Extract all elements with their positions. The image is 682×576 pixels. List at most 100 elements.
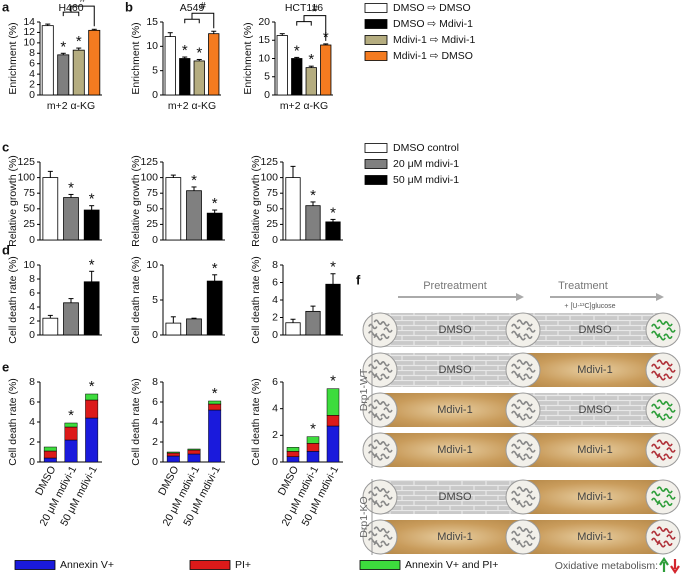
treatment-band (523, 353, 663, 387)
cell (505, 312, 541, 348)
y-axis-label: Cell death rate (%) (7, 256, 19, 344)
panel-label: b (125, 0, 133, 14)
bar-segment (306, 443, 320, 452)
mitochondrion (368, 410, 378, 417)
bar-segment (187, 449, 201, 455)
mitochondrion (526, 494, 536, 500)
mitochondrion (380, 488, 390, 494)
treatment-label: Mdivi-1 (437, 404, 472, 416)
x-category-label: m+2 α-KG (280, 100, 328, 112)
mitochondrion (666, 534, 676, 540)
y-tick-label: 10 (146, 40, 158, 52)
bar (325, 283, 341, 336)
significance-star: * (212, 195, 218, 212)
footer-label: Oxidative metabolism: (555, 560, 658, 572)
panel-label: e (2, 359, 9, 374)
y-tick-label: 4 (29, 301, 35, 313)
mitochondrion (383, 447, 393, 453)
bar-segment (208, 400, 222, 405)
bar (63, 302, 79, 336)
bar-segment (306, 436, 320, 444)
y-tick-label: 100 (140, 171, 158, 183)
legend-label: Mdivi-1 ⇨ Mdivi-1 (393, 34, 475, 46)
mitochondrion (651, 363, 661, 370)
mitochondrion (380, 361, 390, 367)
y-tick-label: 10 (146, 259, 158, 271)
bar (186, 318, 202, 336)
mitochondrion (516, 542, 526, 548)
bracket-label: # (80, 0, 86, 5)
y-tick-label: 25 (266, 218, 278, 230)
bar-segment (85, 417, 99, 463)
bar-segment (166, 451, 180, 454)
cell (645, 352, 681, 388)
treatment-label: DMSO (439, 364, 472, 376)
cell (645, 432, 681, 468)
arrow-head (656, 293, 664, 301)
mitochondrion (511, 530, 521, 537)
bar (42, 317, 59, 336)
mitochondrion (663, 401, 673, 407)
significance-star: * (308, 51, 314, 68)
mitochondrion (368, 530, 378, 537)
y-tick-label: 4 (29, 68, 35, 80)
treatment-band (380, 480, 523, 514)
bar (285, 177, 301, 241)
mitochondrion (651, 330, 661, 337)
treatment-band (380, 433, 523, 467)
mitochondrion (380, 500, 390, 507)
mitochondrion (523, 500, 533, 507)
significance-star: * (212, 260, 218, 277)
mitochondrion (368, 363, 378, 370)
bar (305, 205, 321, 241)
y-tick-label: 0 (272, 329, 278, 341)
bar-segment (187, 448, 201, 451)
mitochondrion (656, 502, 666, 508)
bar (164, 36, 176, 96)
mitochondrion (651, 443, 661, 450)
mitochondrion (666, 327, 676, 333)
y-tick-label: 2 (29, 436, 35, 448)
bar-segment (306, 451, 320, 463)
y-tick-label: 6 (29, 57, 35, 69)
treatment-label: DMSO (579, 404, 612, 416)
y-tick-label: 125 (260, 156, 278, 168)
significance-star: * (212, 385, 218, 402)
mitochondrion (523, 528, 533, 534)
mitochondrion (368, 497, 378, 504)
bracket (184, 18, 200, 24)
y-axis-label: Cell death rate (%) (130, 256, 142, 344)
legend-swatch (364, 159, 388, 169)
bar-segment (43, 457, 57, 463)
bar (57, 54, 70, 96)
treatment-note: + [U-¹³C]glucose (564, 303, 615, 310)
y-axis-label: Enrichment (%) (130, 22, 142, 94)
mitochondrion (663, 453, 673, 460)
y-tick-label: 0 (29, 456, 35, 468)
treatment-band (380, 313, 523, 347)
y-tick-label: 2 (29, 78, 35, 90)
legend-swatch (364, 19, 388, 29)
significance-star: * (310, 187, 316, 204)
bar-segment (208, 409, 222, 463)
y-tick-label: 50 (23, 203, 35, 215)
bar (179, 58, 191, 96)
mitochondrion (368, 490, 378, 497)
mitochondrion (523, 373, 533, 380)
down-arrow (670, 559, 680, 574)
y-tick-label: 0 (29, 234, 35, 246)
cell (645, 519, 681, 555)
mitochondrion (663, 528, 673, 534)
bar-segment (43, 450, 57, 459)
mitochondrion (516, 375, 526, 381)
bar-segment (286, 447, 300, 452)
y-tick-label: 2 (29, 315, 35, 327)
y-tick-label: 5 (152, 294, 158, 306)
mitochondrion (663, 488, 673, 494)
bracket-label: # (312, 2, 318, 14)
legend-label: Annexin V+ and PI+ (405, 559, 498, 571)
mitochondrion (663, 333, 673, 340)
bar-segment (85, 393, 99, 401)
bar-segment (166, 452, 180, 457)
bar (193, 60, 205, 96)
